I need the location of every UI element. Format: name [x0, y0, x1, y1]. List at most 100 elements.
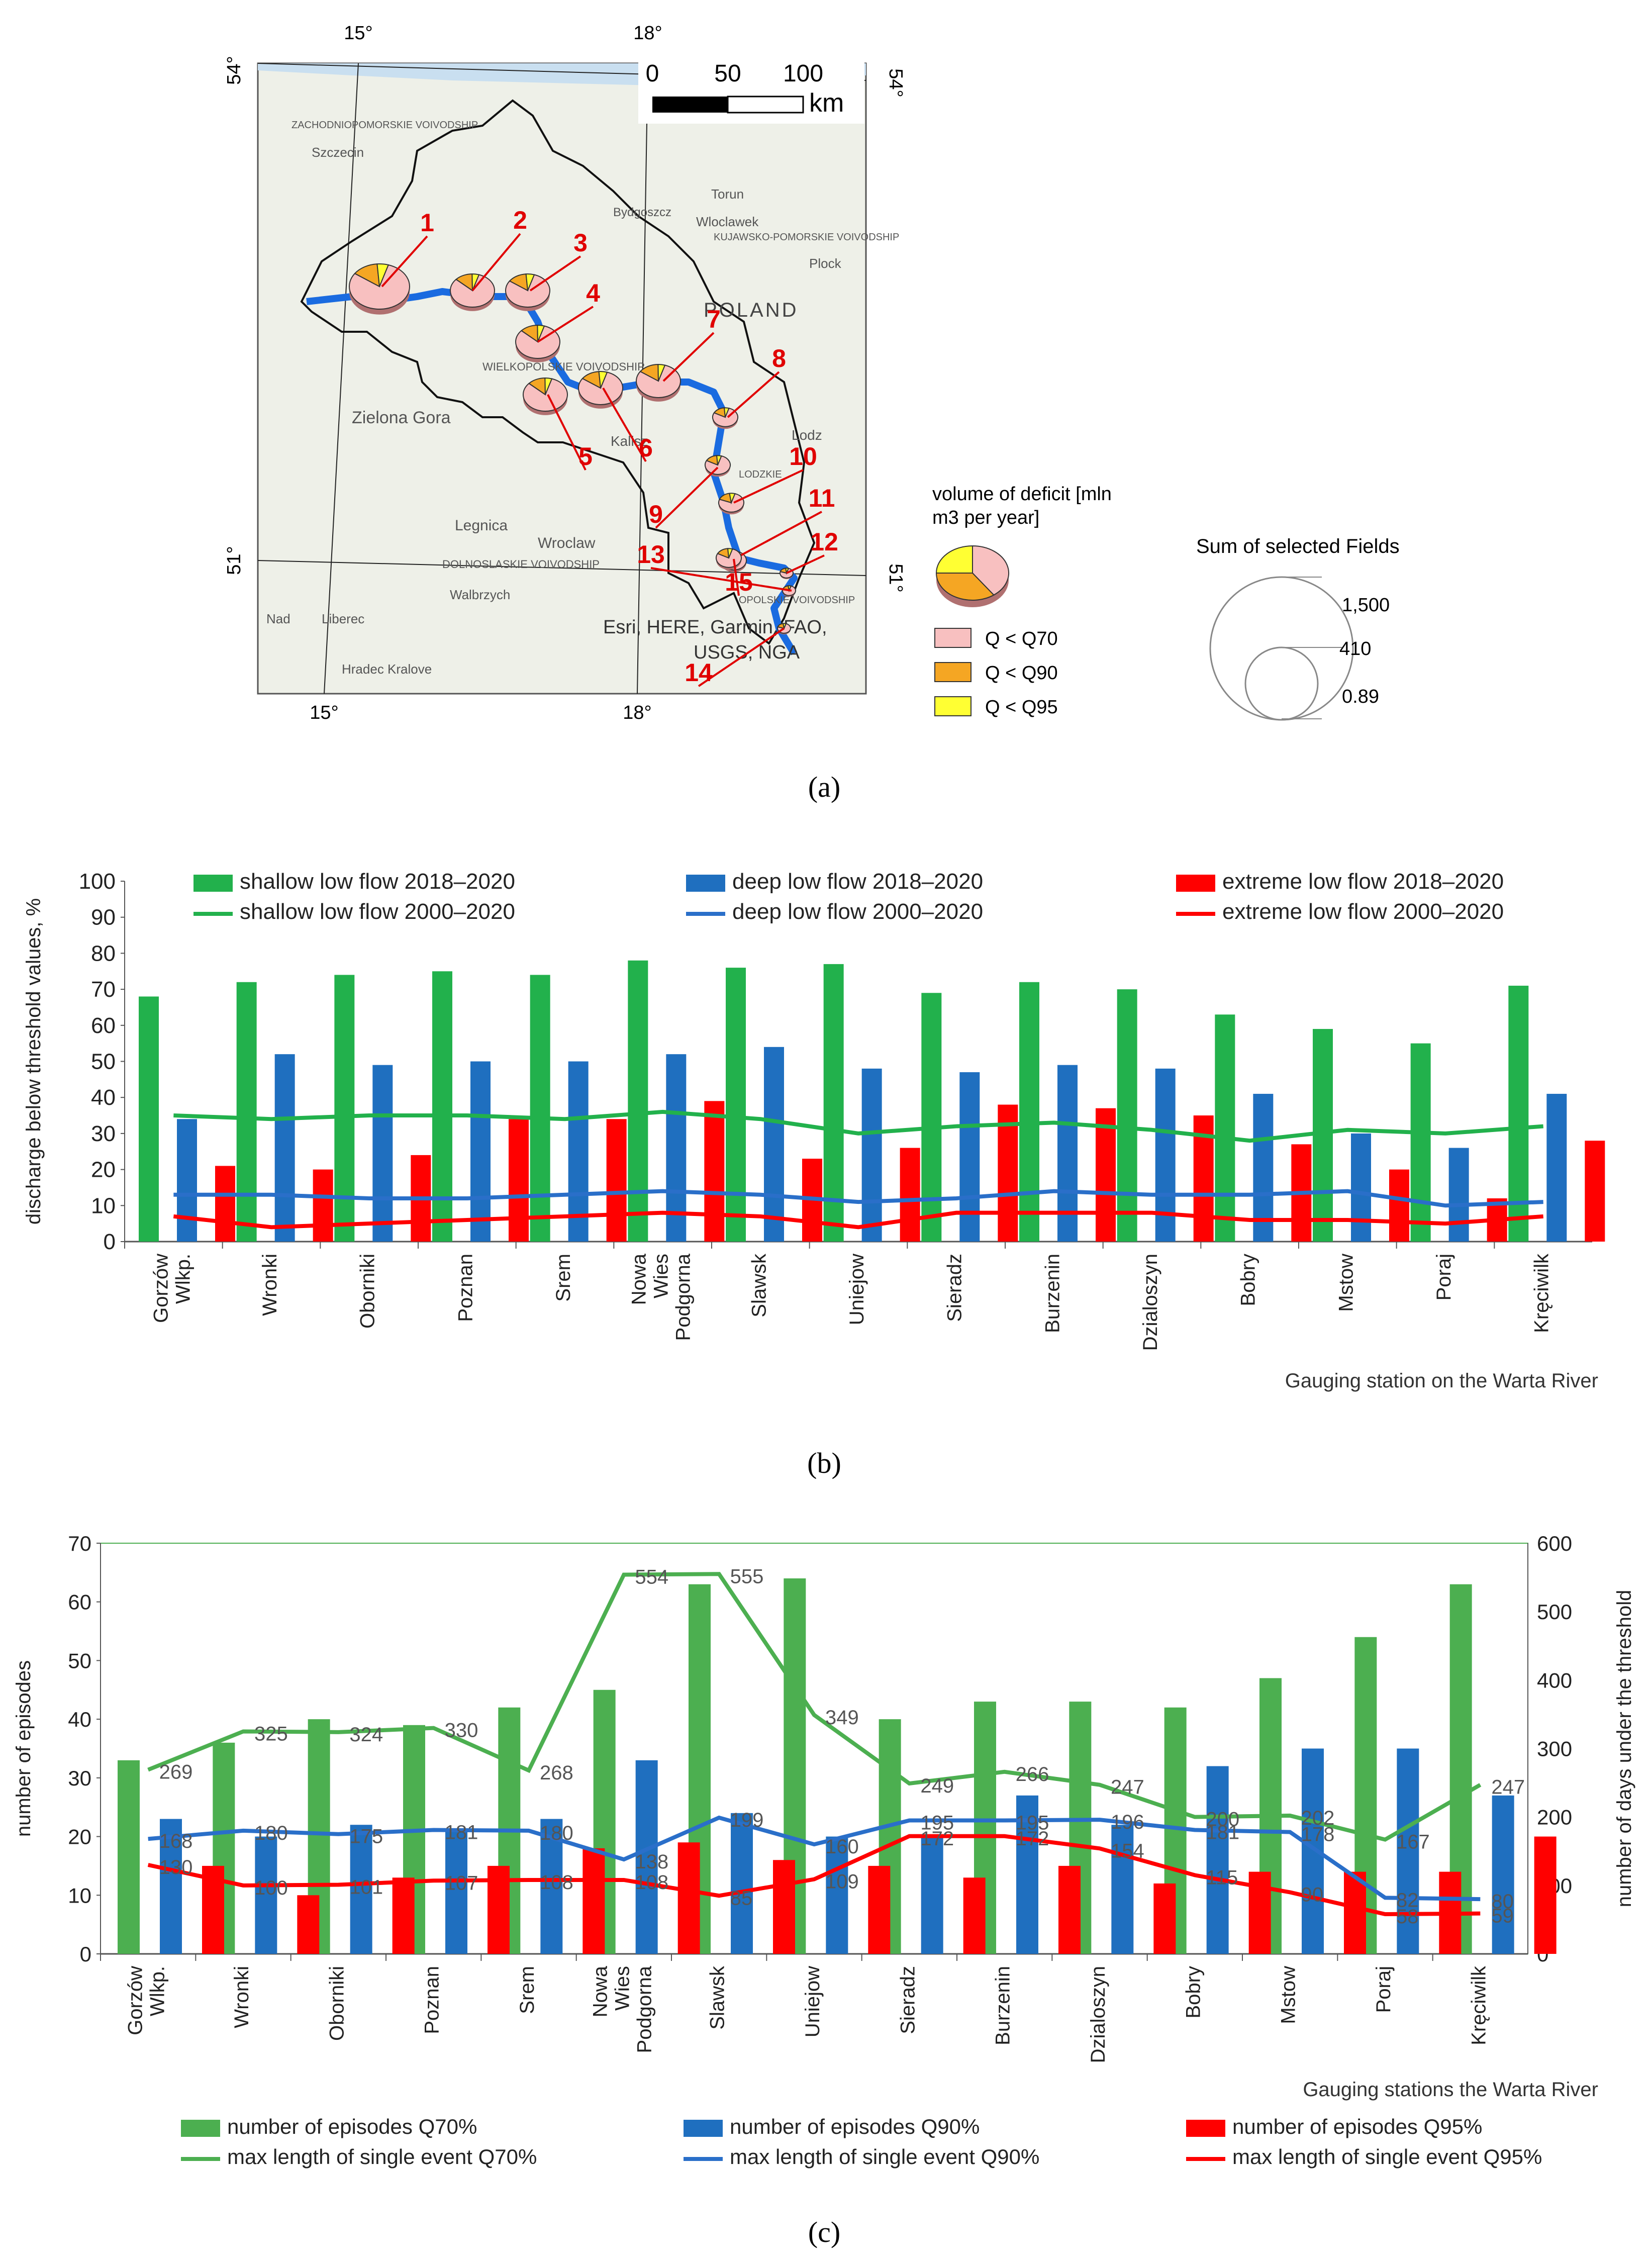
pie-slice: [376, 263, 390, 287]
data-label: 101: [349, 1876, 383, 1898]
data-label: 266: [1016, 1763, 1049, 1785]
y-tick-label: 50: [91, 1050, 116, 1074]
place-label: Plock: [809, 256, 842, 271]
x-tick-label: Slawsk: [748, 1253, 770, 1317]
place-label: Bydgoszcz: [613, 206, 671, 219]
scale-tick-0: 0: [646, 60, 659, 87]
station-number: 7: [707, 305, 721, 333]
x-tick-label: Bobry: [1182, 1966, 1204, 2019]
pie-slice: [729, 493, 736, 505]
pie-slice: [537, 325, 545, 342]
bar: [313, 1169, 333, 1242]
station-leader: [471, 233, 521, 292]
data-label: 268: [540, 1762, 573, 1784]
legend-swatch: [1176, 875, 1215, 892]
bar: [350, 1825, 372, 1954]
bar: [372, 1065, 393, 1242]
x-tick-label: Wronki: [231, 1966, 253, 2028]
station-leader: [650, 567, 792, 592]
legend-swatch: [1186, 2120, 1225, 2137]
data-label: 80: [1491, 1891, 1514, 1913]
legend-label: max length of single event Q90%: [730, 2145, 1039, 2169]
series-line: [173, 1109, 1543, 1143]
x-tick-label: Sieradz: [897, 1966, 919, 2034]
series-line: [173, 1210, 1543, 1230]
y-tick-label: 40: [68, 1708, 91, 1731]
station-leader: [733, 469, 804, 504]
place-label: Wloclawek: [696, 214, 759, 229]
pie-slice: [598, 371, 608, 389]
bar: [1492, 1795, 1514, 1954]
data-label: 109: [825, 1871, 859, 1893]
data-label: 196: [1111, 1811, 1144, 1833]
bar: [823, 964, 844, 1242]
bar: [509, 1119, 529, 1242]
legend-label: deep low flow 2000–2020: [732, 899, 983, 924]
place-label: Kalisz: [611, 433, 648, 449]
data-label: 325: [254, 1723, 288, 1745]
legend-swatch: [181, 2120, 220, 2137]
place-label: KUJAWSKO-POMORSKIE VOIVODSHIP: [714, 232, 899, 243]
x-tick-label: Poznan: [454, 1254, 476, 1322]
data-label: 168: [159, 1830, 193, 1852]
bar: [1534, 1836, 1557, 1954]
x-tick-label: Sieradz: [944, 1254, 966, 1322]
series-line: [173, 1189, 1543, 1208]
pie-slice: [471, 273, 480, 291]
bar: [1448, 1148, 1469, 1242]
y-axis-title: number of episodes: [13, 1660, 35, 1837]
bar: [868, 1865, 891, 1954]
bar: [255, 1836, 277, 1954]
y-axis-title: discharge below threshold values, %: [23, 898, 45, 1225]
station-leader: [381, 235, 428, 288]
chart-b: 0 10 20 30 40 50 60 70 80 90 100 GorzówWlkp. Wronki O…: [23, 869, 1605, 1392]
legend-label: number of episodes Q95%: [1232, 2115, 1482, 2138]
bar: [731, 1813, 753, 1954]
bar: [764, 1047, 784, 1242]
x-tick-label: Oborniki: [357, 1254, 379, 1329]
scale-tick-50: 50: [714, 60, 741, 87]
bar: [773, 1860, 795, 1954]
bar: [432, 971, 452, 1242]
lat-right-51: 51°: [885, 563, 906, 592]
station-number: 3: [573, 229, 588, 257]
bar: [1351, 1133, 1371, 1242]
data-label: 199: [730, 1809, 764, 1831]
place-label: WIELKOPOLSKIE VOIVODSHIP: [482, 360, 645, 373]
data-label: 59: [1491, 1905, 1514, 1927]
legend-label: number of episodes Q90%: [730, 2115, 980, 2138]
pie-slice: [657, 364, 666, 382]
data-label: 172: [920, 1828, 954, 1850]
bar: [726, 968, 746, 1242]
data-label: 167: [1396, 1831, 1430, 1853]
sum-circle-large: [1209, 576, 1354, 721]
bar: [1253, 1094, 1274, 1242]
bar: [959, 1072, 980, 1242]
y-tick-label: 30: [91, 1121, 116, 1146]
y2-tick-label: 400: [1537, 1668, 1572, 1692]
data-label: 100: [254, 1877, 288, 1899]
x-tick-label: GorzówWlkp.: [150, 1254, 194, 1323]
x-tick-label: Poraj: [1433, 1254, 1455, 1300]
station-number: 6: [639, 434, 653, 462]
lat-left-54: 54°: [224, 56, 245, 84]
bar: [900, 1148, 920, 1242]
x-tick-label: NowaWiesPodgorna: [628, 1253, 695, 1341]
lon-top-18: 18°: [633, 23, 662, 44]
bar: [118, 1760, 140, 1954]
data-label: 108: [540, 1871, 573, 1894]
scale-unit: km: [809, 88, 844, 118]
legend-label: max length of single event Q70%: [227, 2145, 537, 2169]
place-label: Nad: [266, 611, 290, 626]
data-label: 269: [159, 1761, 193, 1783]
bar: [530, 975, 550, 1242]
bar: [1389, 1169, 1409, 1242]
station-leader: [655, 466, 719, 529]
station-number: 12: [810, 528, 838, 556]
map-panel: 0 50 100 km 15° 18° 15° 18° 54° 51° 54° …: [224, 23, 1400, 723]
y-tick-label: 20: [68, 1825, 91, 1849]
legend-pie-slice: [935, 573, 995, 601]
y-tick-label: 20: [91, 1158, 116, 1182]
